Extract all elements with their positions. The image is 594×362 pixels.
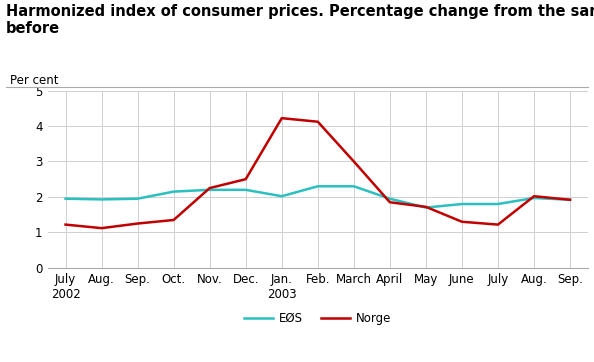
Text: Per cent: Per cent [10,74,58,87]
EØS [98,197,105,202]
EØS [242,188,249,192]
Norge [567,198,574,202]
EØS [567,198,574,202]
Norge [134,221,141,226]
Line: EØS: EØS [65,186,570,207]
EØS [386,197,393,201]
Norge [242,177,249,181]
EØS [206,188,213,192]
Norge [530,194,538,198]
Norge [98,226,105,230]
Norge [314,119,321,124]
Norge [278,116,285,120]
Legend: EØS, Norge: EØS, Norge [239,307,396,329]
EØS [314,184,321,189]
Norge [350,159,358,164]
Norge [170,218,177,222]
Norge [386,200,393,205]
Norge [422,205,429,209]
Line: Norge: Norge [65,118,570,228]
EØS [134,197,141,201]
EØS [459,202,466,206]
EØS [278,194,285,198]
Norge [494,222,501,227]
Norge [206,186,213,190]
EØS [422,205,429,210]
EØS [170,189,177,194]
Norge [62,222,69,227]
Text: Harmonized index of consumer prices. Percentage change from the same month one y: Harmonized index of consumer prices. Per… [6,4,594,36]
Norge [459,220,466,224]
EØS [530,196,538,200]
EØS [494,202,501,206]
EØS [62,197,69,201]
EØS [350,184,358,189]
